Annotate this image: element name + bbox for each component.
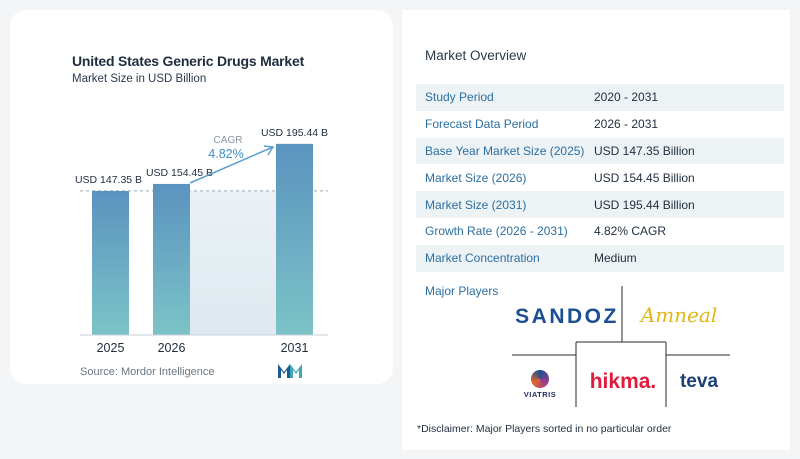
sandoz-logo: SANDOZ xyxy=(515,305,619,328)
viatris-logo: VIATRIS xyxy=(516,368,564,400)
data-label-2031: USD 195.44 B xyxy=(261,127,328,139)
table-row: Market Size (2026) USD 154.45 Billion xyxy=(416,164,784,191)
row-value: USD 154.45 Billion xyxy=(594,170,695,185)
source-note: Source: Mordor Intelligence xyxy=(80,366,215,378)
hikma-logo: hikma. xyxy=(589,370,657,393)
cagr-arrowhead-icon xyxy=(263,145,275,156)
row-value: 2020 - 2031 xyxy=(594,90,659,105)
cagr-value: 4.82% xyxy=(208,147,243,161)
amneal-logo: Amneal xyxy=(640,303,718,327)
row-value: USD 147.35 Billion xyxy=(594,143,695,158)
bar-2026 xyxy=(153,183,190,335)
market-overview-panel xyxy=(402,10,790,450)
table-row: Study Period 2020 - 2031 xyxy=(416,84,784,111)
row-key: Market Concentration xyxy=(425,251,540,266)
row-value: 2026 - 2031 xyxy=(594,117,659,132)
row-key: Study Period xyxy=(425,90,494,105)
table-row: Base Year Market Size (2025) USD 147.35 B… xyxy=(416,137,784,165)
tick-label-2026: 2026 xyxy=(158,341,186,355)
bar-chart: USD 147.35 B 2025 USD 154.45 B 2026 USD 195.… xyxy=(75,127,328,355)
bar-2025 xyxy=(92,190,129,335)
bar-2031 xyxy=(276,143,313,335)
row-value: 4.82% CAGR xyxy=(594,224,667,239)
viatris-wordmark: VIATRIS xyxy=(523,389,557,399)
mordor-logo-icon xyxy=(278,364,302,378)
row-key: Forecast Data Period xyxy=(425,117,539,132)
chart-subtitle: Market Size in USD Billion xyxy=(72,73,207,85)
table-row: Growth Rate (2026 - 2031) 4.82% CAGR xyxy=(416,218,784,245)
cagr-label: CAGR xyxy=(214,135,243,146)
disclaimer: *Disclaimer: Major Players sorted in no … xyxy=(417,423,672,435)
table-row: Forecast Data Period 2026 - 2031 xyxy=(416,111,784,138)
viatris-mark-icon xyxy=(531,369,549,388)
forecast-band xyxy=(190,190,276,335)
chart-title: United States Generic Drugs Market xyxy=(72,53,305,69)
row-key: Growth Rate (2026 - 2031) xyxy=(425,224,568,239)
row-key: Market Size (2031) xyxy=(425,197,527,212)
teva-logo: teva xyxy=(679,371,719,392)
overview-title: Market Overview xyxy=(425,48,527,63)
data-label-2025: USD 147.35 B xyxy=(75,174,142,186)
data-label-2026: USD 154.45 B xyxy=(146,167,213,179)
tick-label-2025: 2025 xyxy=(97,341,125,355)
overview-table: Study Period 2020 - 2031 Forecast Data Pe… xyxy=(416,84,784,272)
row-value: Medium xyxy=(594,251,637,266)
row-value: USD 195.44 Billion xyxy=(594,197,695,212)
row-key: Base Year Market Size (2025) xyxy=(425,143,585,158)
table-row: Market Concentration Medium xyxy=(416,244,784,272)
major-players-label: Major Players xyxy=(425,284,499,298)
table-row: Market Size (2031) USD 195.44 Billion xyxy=(416,191,784,218)
row-key: Market Size (2026) xyxy=(425,170,527,185)
tick-label-2031: 2031 xyxy=(281,341,309,355)
cagr-arrow-line xyxy=(189,146,274,184)
